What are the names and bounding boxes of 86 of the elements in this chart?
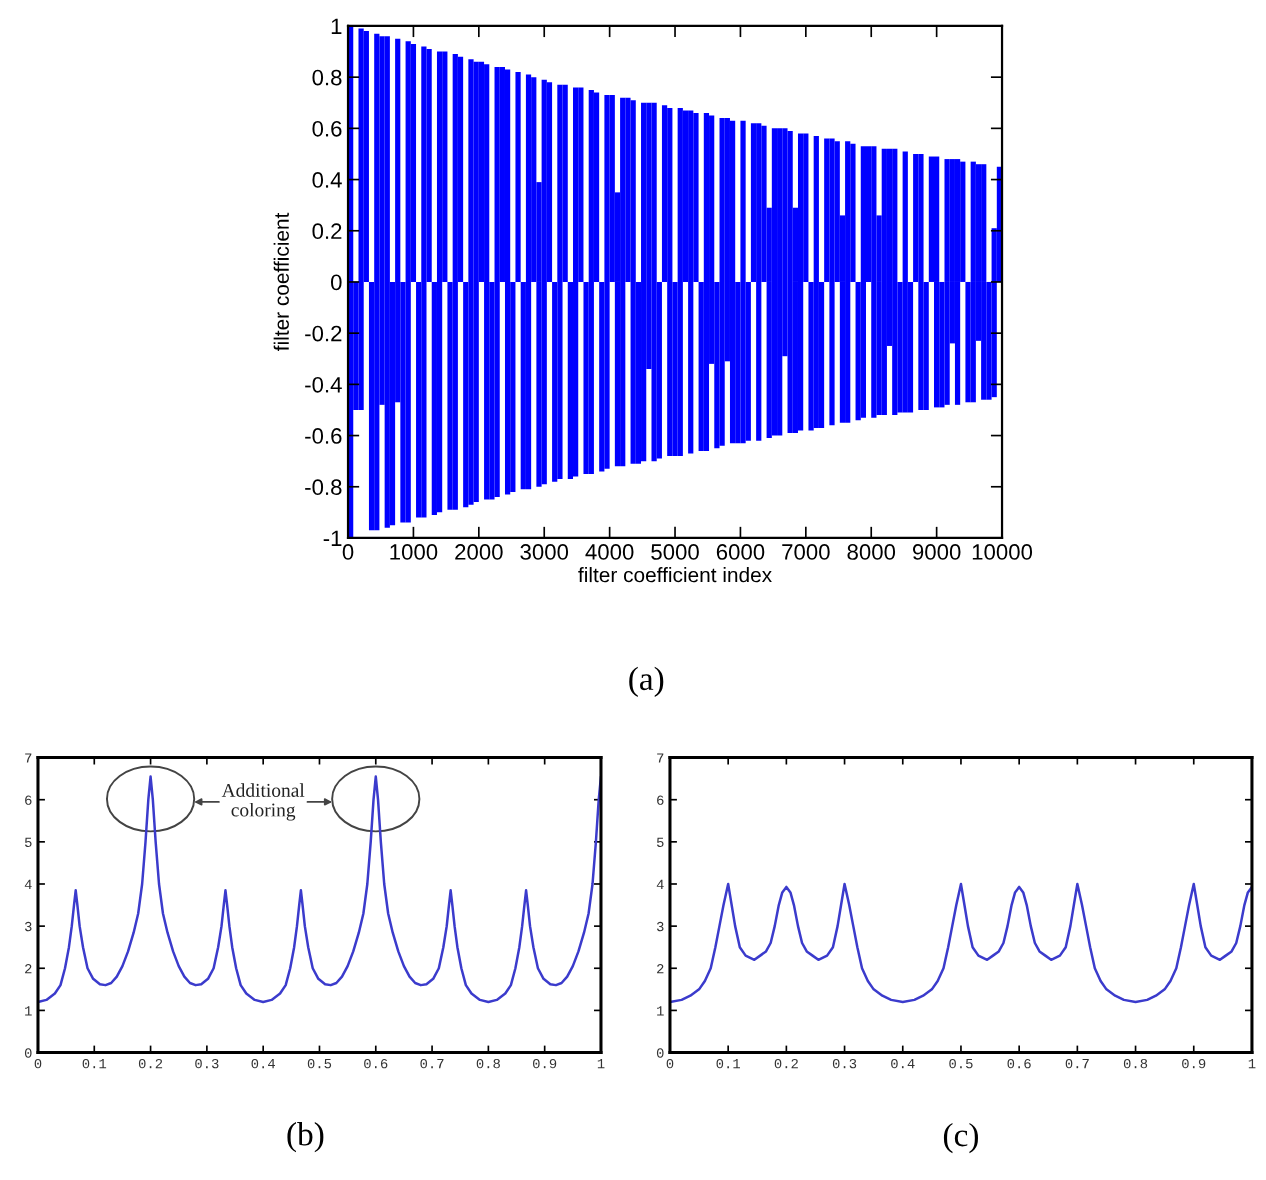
x-tick-label: 6000: [716, 544, 765, 560]
bar: [698, 281, 704, 451]
bar: [389, 281, 396, 526]
x-tick-label: 4000: [585, 544, 634, 560]
bar: [661, 105, 668, 282]
bar: [866, 146, 872, 282]
bar: [426, 49, 432, 282]
y-tick-label: -0.6: [305, 428, 342, 444]
bar: [562, 84, 568, 282]
bar: [416, 281, 422, 518]
bar: [834, 141, 840, 282]
bar: [693, 113, 699, 282]
bar: [625, 97, 631, 282]
bar: [714, 281, 720, 449]
bar: [447, 281, 453, 510]
y-tick-label: -0.4: [305, 376, 342, 393]
bar: [578, 87, 584, 282]
bar: [531, 77, 537, 282]
bar: [410, 43, 417, 282]
bar: [923, 281, 929, 410]
bar: [635, 281, 642, 464]
bar: [515, 72, 521, 282]
bar: [986, 281, 992, 400]
x-tick-label: 1000: [390, 544, 438, 560]
annotation: Additional coloring: [221, 783, 305, 821]
bar: [457, 56, 464, 282]
bar: [520, 281, 526, 490]
bar: [609, 95, 615, 282]
bar: [808, 281, 814, 431]
bar: [745, 281, 751, 441]
bar: [431, 281, 437, 515]
bar: [593, 92, 600, 282]
bar: [478, 61, 485, 282]
bar: [672, 281, 678, 457]
bar: [750, 123, 757, 282]
bar: [567, 281, 573, 480]
x-tick-label: 3000: [520, 544, 569, 560]
bar: [363, 31, 369, 282]
y-tick-label: 0.6: [312, 120, 342, 137]
x-tick-label: 9000: [912, 544, 961, 560]
bar: [761, 125, 767, 282]
bar: [965, 281, 971, 403]
x-tick-label: 5000: [651, 544, 699, 560]
bar: [499, 66, 505, 282]
y-tick-label: 0.4: [312, 172, 342, 188]
bar: [913, 153, 919, 282]
y-tick-label: 0: [330, 274, 342, 291]
x-tick-label: 2000: [455, 544, 503, 560]
bar: [818, 281, 825, 428]
bar: [907, 281, 914, 413]
y-tick-label: 1: [331, 18, 342, 35]
x-axis-title: filter coefficient index: [578, 567, 772, 583]
bar: [803, 133, 809, 282]
y-tick-label: -0.8: [305, 479, 342, 496]
bar: [855, 281, 861, 421]
bar: [546, 82, 553, 282]
bar: [897, 281, 903, 413]
bar: [960, 161, 966, 282]
bar: [583, 281, 589, 474]
bar: [656, 281, 662, 459]
bar: [463, 281, 469, 508]
bar: [368, 281, 375, 531]
text: (a): [629, 666, 664, 697]
x-tick-label: 7000: [782, 544, 830, 560]
bar: [552, 281, 558, 482]
y-tick-label: -1: [323, 530, 342, 547]
line-series: [669, 882, 1252, 1004]
y-tick-label: 0.8: [312, 69, 342, 86]
bar: [400, 281, 406, 523]
bar: [442, 51, 448, 282]
bar: [489, 281, 495, 500]
y-tick-label: 0.2: [312, 223, 342, 240]
bar: [510, 281, 516, 492]
x-tick-label: 8000: [847, 544, 896, 560]
text: (b): [287, 1122, 324, 1153]
bar: [824, 138, 830, 282]
text: (c): [943, 1123, 978, 1154]
bar: [939, 281, 945, 408]
bar: [735, 281, 741, 444]
bar: [599, 281, 605, 472]
bar: [850, 143, 856, 282]
x-tick-label: 10000: [972, 544, 1033, 560]
bar: [928, 156, 935, 282]
y-tick-label: -0.2: [305, 325, 342, 342]
y-axis-title: filter coefficient: [273, 212, 289, 351]
x-tick-label: 0: [342, 544, 354, 560]
